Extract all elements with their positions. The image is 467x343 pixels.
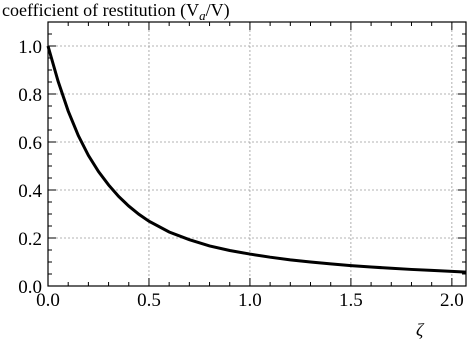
y-tick-label: 0.8 bbox=[18, 85, 42, 106]
y-tick-label: 0.0 bbox=[18, 277, 42, 298]
chart-title: coefficient of restitution (Va/V) bbox=[2, 0, 230, 23]
chart-title-main: coefficient of restitution (V bbox=[2, 0, 199, 21]
x-tick-label: 2.0 bbox=[440, 290, 464, 311]
y-tick-labels: 0.0 0.2 0.4 0.6 0.8 1.0 bbox=[18, 37, 42, 298]
x-tick-label: 0.5 bbox=[137, 290, 161, 311]
x-tick-label: 1.0 bbox=[238, 290, 262, 311]
chart-title-subscript: a bbox=[199, 8, 206, 23]
plot-frame bbox=[47, 21, 467, 287]
x-tick-label: 1.5 bbox=[339, 290, 363, 311]
y-tick-label: 0.2 bbox=[18, 229, 42, 250]
y-tick-label: 0.4 bbox=[18, 181, 42, 202]
chart-title-tail: /V) bbox=[206, 0, 230, 21]
x-tick-labels: 0.0 0.5 1.0 1.5 2.0 bbox=[36, 290, 464, 311]
y-tick-label: 1.0 bbox=[18, 37, 42, 58]
y-tick-label: 0.6 bbox=[18, 133, 42, 154]
x-axis-label: ζ bbox=[416, 320, 425, 340]
series-curve bbox=[46, 45, 467, 274]
x-tick-label: 0.0 bbox=[36, 290, 60, 311]
axis-ticks bbox=[47, 22, 466, 287]
grid-lines bbox=[48, 22, 466, 286]
